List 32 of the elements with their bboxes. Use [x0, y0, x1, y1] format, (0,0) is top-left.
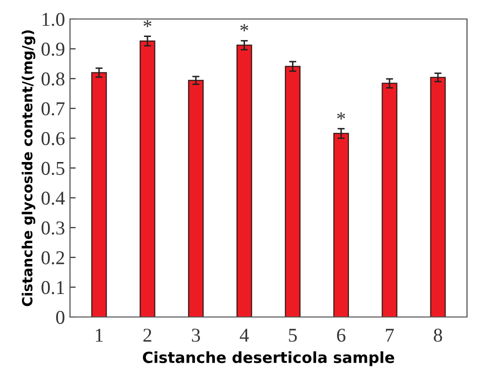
- y-tick-label: 0.5: [42, 162, 64, 176]
- x-tick-label: 2: [143, 328, 152, 342]
- x-tick-label: 5: [288, 328, 297, 342]
- y-tick-label: 0: [56, 310, 64, 324]
- bar: [188, 80, 204, 317]
- y-tick-label: 1.0: [42, 12, 64, 26]
- y-tick-label: 0.1: [42, 281, 64, 294]
- bar: [236, 44, 252, 317]
- y-tick-label: 0.4: [42, 192, 65, 205]
- y-tick-label: 0.7: [42, 102, 65, 116]
- y-tick-label: 0.8: [42, 72, 64, 86]
- bar: [91, 72, 107, 317]
- bar: [430, 76, 446, 317]
- y-tick-label: 0.2: [42, 251, 64, 264]
- y-axis-title: Cistanche glycoside content/(mg/g): [22, 30, 36, 306]
- x-axis-title: Cistanche deserticola sample: [142, 351, 394, 366]
- y-tick-label: 0.3: [42, 221, 64, 235]
- y-tick-label: 0.9: [42, 42, 64, 56]
- x-tick-label: 4: [240, 328, 249, 342]
- x-tick-label: 7: [386, 328, 394, 342]
- x-tick-label: 6: [337, 328, 346, 342]
- bar: [333, 132, 349, 317]
- annotation: *: [144, 20, 152, 28]
- annotation: *: [337, 112, 346, 120]
- x-tick-label: 1: [96, 328, 103, 342]
- x-tick-label: 8: [434, 328, 442, 342]
- annotation: *: [240, 24, 248, 32]
- bar: [382, 82, 398, 317]
- y-tick-label: 0.6: [42, 132, 65, 146]
- x-tick-label: 3: [192, 328, 200, 342]
- bar: [140, 40, 156, 317]
- bar: [284, 66, 301, 317]
